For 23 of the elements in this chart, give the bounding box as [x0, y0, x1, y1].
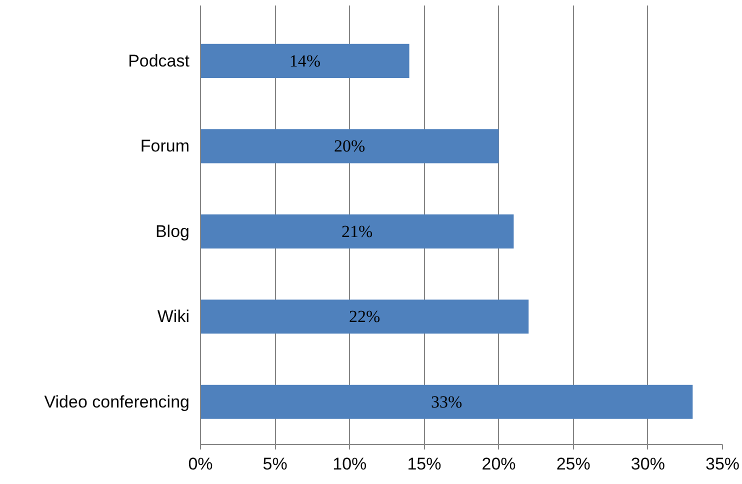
y-tick-label: Video conferencing — [44, 392, 190, 412]
data-label: 20% — [334, 136, 366, 156]
y-tick-label: Forum — [140, 136, 190, 156]
y-tick-label: Wiki — [157, 307, 190, 326]
bar — [200, 214, 514, 248]
x-tick-label: 20% — [482, 454, 516, 474]
bar — [200, 384, 693, 419]
x-tick-label: 35% — [705, 454, 740, 474]
bar — [200, 44, 410, 78]
x-tick-label: 25% — [556, 454, 590, 474]
bar — [200, 129, 499, 164]
x-tick-label: 10% — [332, 454, 367, 474]
y-tick-label: Podcast — [128, 51, 190, 70]
y-tick-label: Blog — [155, 222, 190, 241]
x-tick-label: 15% — [407, 454, 442, 474]
data-label: 14% — [289, 51, 320, 70]
x-tick-label: 0% — [188, 454, 213, 474]
data-label: 22% — [348, 307, 380, 326]
data-label: 33% — [431, 392, 462, 412]
x-tick-label: 30% — [630, 454, 665, 474]
data-label: 21% — [342, 222, 373, 241]
x-tick-label: 5% — [262, 454, 288, 474]
bar — [200, 300, 529, 334]
